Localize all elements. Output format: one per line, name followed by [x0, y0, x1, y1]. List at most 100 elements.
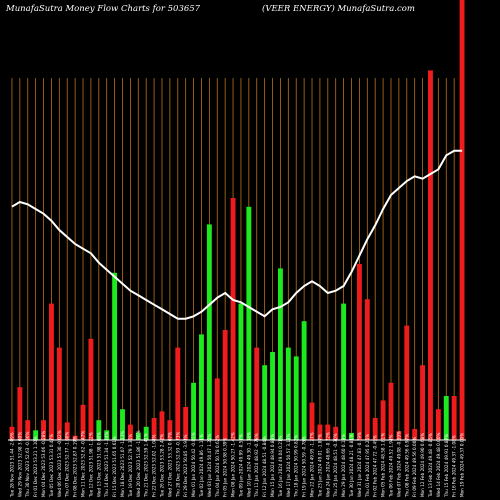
x-tick-label: Wed 06 Dec 2023 53.30 -0.02% — [57, 430, 62, 497]
money-flow-bar — [301, 321, 307, 440]
x-tick-label: Mon 11 Dec 2023 52.62 -0.47% — [81, 431, 86, 497]
money-flow-bar — [270, 352, 275, 440]
money-flow-bar — [104, 430, 110, 440]
x-tick-label: Tue 12 Dec 2023 51.98 -1.22% — [88, 432, 93, 498]
money-flow-bar — [380, 400, 386, 440]
money-flow-bar — [25, 420, 31, 440]
money-flow-bar — [364, 299, 370, 440]
money-flow-bar — [372, 418, 378, 440]
money-flow-bar — [412, 429, 418, 440]
x-tick-label: Mon 04 Dec 2023 53.06 -0.28% — [41, 431, 46, 497]
money-flow-bar — [80, 404, 86, 440]
x-tick-label: Fri 12 Jan 2024 48.51 -0.84% — [262, 436, 267, 497]
price-line-series — [11, 149, 463, 320]
x-tick-label: Wed 10 Jan 2024 49.30 -1.38% — [246, 432, 251, 497]
money-flow-bar — [349, 432, 354, 440]
money-flow-bar — [214, 378, 220, 440]
x-tick-label: Wed 07 Feb 2024 49.08 -0.89% — [396, 431, 401, 497]
x-tick-label: Fri 19 Jan 2024 50.59 -0.78% — [302, 436, 307, 497]
money-flow-bar — [112, 272, 118, 440]
x-tick-label: Fri 29 Dec 2023 50.85 -3.93% — [183, 434, 188, 497]
money-flow-bar — [143, 426, 149, 440]
money-flow-bar — [159, 411, 165, 440]
money-flow-bar — [277, 268, 283, 440]
x-tick-label: Fri 05 Jan 2024 50.98 0.39% — [223, 438, 228, 497]
x-tick-label: Mon 19 Feb 2024 49.37 0.00% — [460, 433, 465, 497]
x-tick-label: Thu 15 Feb 2024 49.91 0.87% — [444, 434, 449, 498]
x-tick-label: Tue 23 Jan 2024 49.01 -1.87% — [317, 434, 322, 498]
money-flow-bar — [388, 382, 394, 440]
money-flow-bar — [404, 325, 410, 440]
money-flow-bar — [293, 356, 299, 440]
x-tick-label: Fri 01 Dec 2023 53.21 1.10% — [33, 436, 38, 497]
x-tick-label: Thu 11 Jan 2024 48.92 -0.78% — [254, 433, 259, 498]
x-tick-label: Fri 22 Dec 2023 52.02 -1.08% — [152, 434, 157, 497]
money-flow-bar — [428, 70, 433, 441]
money-flow-bar — [254, 347, 260, 440]
x-tick-label: Tue 09 Jan 2024 49.99 -0.57% — [238, 434, 243, 498]
x-tick-label: Mon 12 Feb 2024 49.90 0.68% — [420, 433, 425, 497]
x-tick-label: Mon 22 Jan 2024 49.95 -1.27% — [310, 432, 315, 497]
x-tick-label: Tue 13 Feb 2024 49.48 -0.85% — [428, 433, 433, 498]
money-flow-bar — [238, 303, 244, 440]
money-flow-bar — [41, 420, 46, 440]
x-tick-label: Tue 02 Jan 2024 49.86 -1.11% — [199, 434, 204, 498]
price-line — [11, 149, 463, 320]
money-flow-bar — [435, 409, 441, 440]
x-tick-label: Mon 08 Jan 2024 50.27 -1.42% — [231, 432, 236, 497]
x-tick-label: Fri 02 Feb 2024 47.72 -0.49% — [373, 435, 378, 497]
money-flow-bar — [451, 396, 457, 440]
x-tick-label: Wed 29 Nov 2023 52.98 3.00% — [17, 432, 22, 497]
money-flow-bar — [9, 426, 15, 440]
x-tick-label: Thu 07 Dec 2023 52.77 -1.00% — [65, 432, 70, 498]
x-tick-label: Fri 08 Dec 2023 52.87 0.19% — [73, 436, 78, 497]
money-flow-bar — [325, 424, 331, 440]
x-tick-label: Wed 24 Jan 2024 48.66 -0.72% — [325, 432, 330, 497]
money-flow-bar — [341, 303, 347, 440]
x-tick-label: Thu 01 Feb 2024 47.95 0.25% — [365, 434, 370, 498]
chart-title-left: MunafaSutra Money Flow Charts for 503657 — [5, 4, 201, 14]
money-flow-bar — [183, 407, 189, 440]
money-flow-bar — [17, 387, 23, 440]
x-tick-label: Tue 06 Feb 2024 49.52 1.94% — [389, 434, 394, 498]
x-tick-label: Mon 18 Dec 2023 51.07 -1.13% — [120, 431, 125, 497]
money-flow-bar — [420, 365, 426, 440]
money-flow-bar — [206, 224, 212, 440]
money-flow-bar — [64, 422, 70, 440]
money-flow-bar — [317, 424, 323, 440]
money-flow-bar — [48, 303, 54, 440]
x-tick-label: Tue 28 Nov 2023 51.44 -2.09% — [9, 432, 14, 498]
money-flow-bar — [333, 426, 339, 440]
x-tick-label: Thu 28 Dec 2023 52.93 -0.73% — [175, 432, 180, 498]
x-tick-label: Tue 30 Jan 2024 48.21 -0.81% — [349, 434, 354, 498]
x-tick-label: Wed 31 Jan 2024 47.83 -0.79% — [357, 432, 362, 497]
x-tick-label: Mon 01 Jan 2024 50.42 -0.85% — [191, 432, 196, 497]
money-flow-bar — [191, 382, 197, 440]
money-flow-bar — [459, 0, 465, 440]
money-flow-bar — [72, 435, 78, 440]
x-tick-label: Tue 26 Dec 2023 53.28 2.42% — [160, 434, 165, 498]
x-tick-label: Wed 14 Feb 2024 49.48 0.00% — [436, 433, 441, 497]
money-flow-bar — [88, 338, 94, 440]
x-tick-label: Tue 16 Jan 2024 49.04 0.21% — [278, 435, 283, 498]
x-tick-label: Thu 04 Jan 2024 50.78 0.62% — [215, 435, 220, 498]
money-flow-bar — [443, 396, 449, 440]
x-tick-label: Wed 13 Dec 2023 51.98 0.00% — [96, 432, 101, 497]
x-tick-label: Mon 05 Feb 2024 48.58 1.81% — [381, 433, 386, 497]
money-flow-bars — [9, 0, 465, 441]
x-tick-label: Fri 09 Feb 2024 49.56 0.00% — [412, 437, 417, 497]
x-tick-label: Thu 18 Jan 2024 50.99 0.82% — [294, 435, 299, 498]
money-flow-bar — [356, 264, 362, 440]
money-flow-bar — [96, 420, 102, 440]
x-tick-label: Fri 15 Dec 2023 51.65 0.61% — [112, 436, 117, 497]
money-flow-bar — [246, 206, 252, 440]
x-tick-label: Thu 30 Nov 2023 52.63 -0.66% — [25, 431, 30, 498]
money-flow-bar — [120, 409, 125, 440]
x-tick-label: Thu 21 Dec 2023 52.59 1.41% — [144, 433, 149, 498]
x-tick-label: Wed 17 Jan 2024 50.57 3.13% — [286, 433, 291, 497]
x-tick-label: Thu 08 Feb 2024 49.56 0.97% — [404, 434, 409, 498]
money-flow-bar — [230, 198, 236, 440]
money-flow-bar — [396, 431, 402, 440]
money-flow-bar — [199, 334, 204, 440]
